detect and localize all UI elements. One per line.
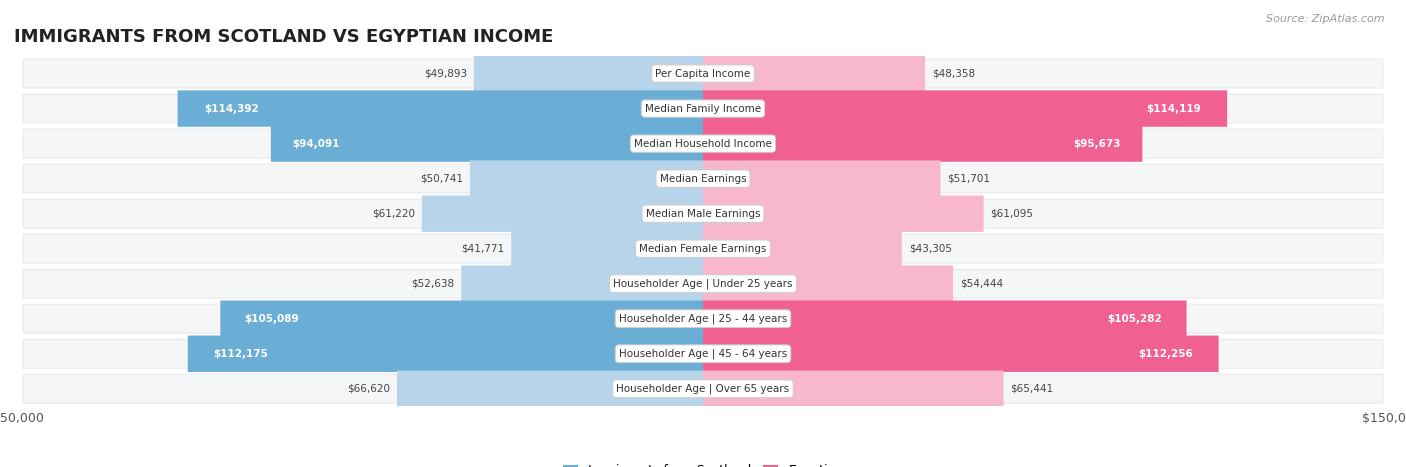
FancyBboxPatch shape <box>221 301 703 337</box>
Text: Householder Age | 25 - 44 years: Householder Age | 25 - 44 years <box>619 313 787 324</box>
Text: $95,673: $95,673 <box>1073 139 1121 149</box>
FancyBboxPatch shape <box>703 195 984 232</box>
FancyBboxPatch shape <box>703 265 953 302</box>
Text: $114,119: $114,119 <box>1146 104 1201 113</box>
FancyBboxPatch shape <box>703 335 1219 372</box>
Text: Per Capita Income: Per Capita Income <box>655 69 751 78</box>
FancyBboxPatch shape <box>24 375 1382 403</box>
Text: Median Male Earnings: Median Male Earnings <box>645 209 761 219</box>
Text: $61,220: $61,220 <box>373 209 415 219</box>
Text: $105,282: $105,282 <box>1108 314 1163 324</box>
Text: $54,444: $54,444 <box>960 279 1002 289</box>
Text: $61,095: $61,095 <box>990 209 1033 219</box>
FancyBboxPatch shape <box>703 371 1004 407</box>
FancyBboxPatch shape <box>24 234 1382 263</box>
Text: $112,175: $112,175 <box>214 349 269 359</box>
FancyBboxPatch shape <box>422 195 703 232</box>
Text: IMMIGRANTS FROM SCOTLAND VS EGYPTIAN INCOME: IMMIGRANTS FROM SCOTLAND VS EGYPTIAN INC… <box>14 28 554 46</box>
FancyBboxPatch shape <box>474 56 703 92</box>
Text: $51,701: $51,701 <box>948 174 990 184</box>
Text: $49,893: $49,893 <box>423 69 467 78</box>
Text: $41,771: $41,771 <box>461 244 505 254</box>
FancyBboxPatch shape <box>703 125 1143 162</box>
Text: $66,620: $66,620 <box>347 384 389 394</box>
Text: Median Female Earnings: Median Female Earnings <box>640 244 766 254</box>
FancyBboxPatch shape <box>271 125 703 162</box>
Legend: Immigrants from Scotland, Egyptian: Immigrants from Scotland, Egyptian <box>562 464 844 467</box>
FancyBboxPatch shape <box>24 269 1382 298</box>
Text: $94,091: $94,091 <box>292 139 340 149</box>
Text: Householder Age | Over 65 years: Householder Age | Over 65 years <box>616 383 790 394</box>
FancyBboxPatch shape <box>24 59 1382 88</box>
Text: $105,089: $105,089 <box>245 314 299 324</box>
FancyBboxPatch shape <box>703 91 1227 127</box>
FancyBboxPatch shape <box>177 91 703 127</box>
FancyBboxPatch shape <box>24 340 1382 368</box>
FancyBboxPatch shape <box>703 230 901 267</box>
FancyBboxPatch shape <box>24 199 1382 228</box>
Text: Median Family Income: Median Family Income <box>645 104 761 113</box>
FancyBboxPatch shape <box>461 265 703 302</box>
FancyBboxPatch shape <box>24 164 1382 193</box>
FancyBboxPatch shape <box>24 129 1382 158</box>
Text: $48,358: $48,358 <box>932 69 976 78</box>
FancyBboxPatch shape <box>188 335 703 372</box>
Text: $43,305: $43,305 <box>908 244 952 254</box>
FancyBboxPatch shape <box>703 160 941 197</box>
FancyBboxPatch shape <box>396 371 703 407</box>
Text: Source: ZipAtlas.com: Source: ZipAtlas.com <box>1267 14 1385 24</box>
Text: $112,256: $112,256 <box>1137 349 1192 359</box>
FancyBboxPatch shape <box>703 301 1187 337</box>
FancyBboxPatch shape <box>512 230 703 267</box>
Text: Householder Age | Under 25 years: Householder Age | Under 25 years <box>613 278 793 289</box>
Text: $50,741: $50,741 <box>420 174 463 184</box>
FancyBboxPatch shape <box>470 160 703 197</box>
Text: Median Household Income: Median Household Income <box>634 139 772 149</box>
Text: $114,392: $114,392 <box>204 104 259 113</box>
Text: Median Earnings: Median Earnings <box>659 174 747 184</box>
Text: Householder Age | 45 - 64 years: Householder Age | 45 - 64 years <box>619 348 787 359</box>
Text: $52,638: $52,638 <box>411 279 454 289</box>
Text: $65,441: $65,441 <box>1011 384 1053 394</box>
FancyBboxPatch shape <box>24 94 1382 123</box>
FancyBboxPatch shape <box>703 56 925 92</box>
FancyBboxPatch shape <box>24 304 1382 333</box>
